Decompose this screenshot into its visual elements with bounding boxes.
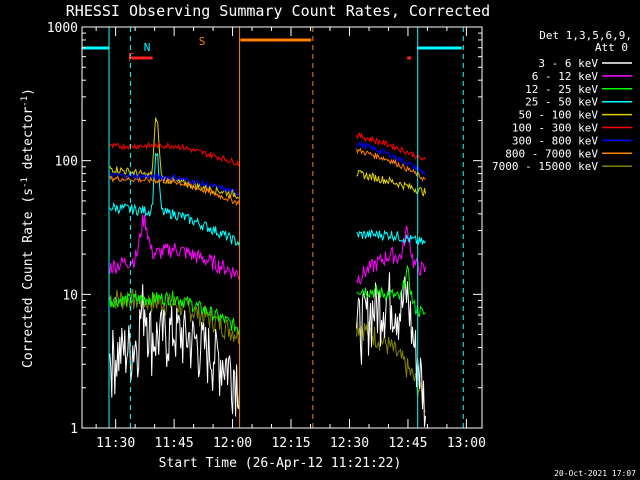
x-tick-label: 11:45 xyxy=(155,436,194,451)
x-tick-label: 12:30 xyxy=(330,436,369,451)
axis-layer: 1 10 100 1000 11:30 11:45 12:00 12:15 12:30 12:45… xyxy=(47,21,486,451)
legend-label: 6 - 12 keV xyxy=(532,70,599,83)
series-line-3-6keV xyxy=(356,272,426,427)
series-line-3-6keV xyxy=(109,284,241,417)
legend-header: Att 0 xyxy=(595,41,628,54)
x-tick-label: 12:45 xyxy=(388,436,427,451)
chart-title: RHESSI Observing Summary Count Rates, Co… xyxy=(66,2,490,20)
legend-label: 12 - 25 keV xyxy=(525,83,598,96)
flag-label: S xyxy=(199,35,206,48)
flag-label: N xyxy=(144,41,151,54)
legend-header: Det 1,3,5,6,9, xyxy=(539,29,632,42)
series-line-25-50keV xyxy=(356,228,426,245)
x-tick-label: 12:00 xyxy=(213,436,252,451)
y-tick-label: 10 xyxy=(62,288,78,303)
flag-label: F xyxy=(128,51,135,64)
series-line-6-12keV xyxy=(109,214,240,280)
y-axis-label: Corrected Count Rate (s-1 detector-1) xyxy=(20,88,36,368)
y-tick-label: 1 xyxy=(70,422,78,437)
y-tick-label: 1000 xyxy=(47,21,78,36)
series-line-50-100keV xyxy=(356,170,426,197)
series-line-12-25keV xyxy=(356,264,426,318)
series-line-100-300keV xyxy=(356,131,426,161)
legend-label: 3 - 6 keV xyxy=(538,57,598,70)
legend-label: 25 - 50 keV xyxy=(525,96,598,109)
series-layer xyxy=(109,117,426,427)
y-tick-label: 100 xyxy=(55,155,78,170)
legend-label: 800 - 7000 keV xyxy=(505,147,598,160)
legend-label: 300 - 800 keV xyxy=(512,134,598,147)
series-line-25-50keV xyxy=(109,152,241,246)
x-tick-label: 11:30 xyxy=(96,436,135,451)
series-line-6-12keV xyxy=(356,225,426,285)
series-line-300-800keV xyxy=(109,171,240,196)
series-line-300-800keV xyxy=(356,140,426,176)
series-line-800-7000keV xyxy=(356,147,426,182)
plot-frame xyxy=(81,26,483,429)
marker-layer: FN S xyxy=(82,27,464,428)
legend-label: 50 - 100 keV xyxy=(519,109,599,122)
series-line-800-7000keV xyxy=(109,175,241,207)
series-line-50-100keV xyxy=(109,117,240,200)
series-line-12-25keV xyxy=(109,290,241,336)
series-line-100-300keV xyxy=(109,141,240,167)
legend-label: 100 - 300 keV xyxy=(512,122,598,135)
x-tick-label: 13:00 xyxy=(447,436,486,451)
timestamp-label: 20-Oct-2021 17:07 xyxy=(554,469,636,478)
x-tick-label: 12:15 xyxy=(271,436,310,451)
legend-label: 7000 - 15000 keV xyxy=(492,160,598,173)
x-axis-label: Start Time (26-Apr-12 11:21:22) xyxy=(159,456,402,471)
